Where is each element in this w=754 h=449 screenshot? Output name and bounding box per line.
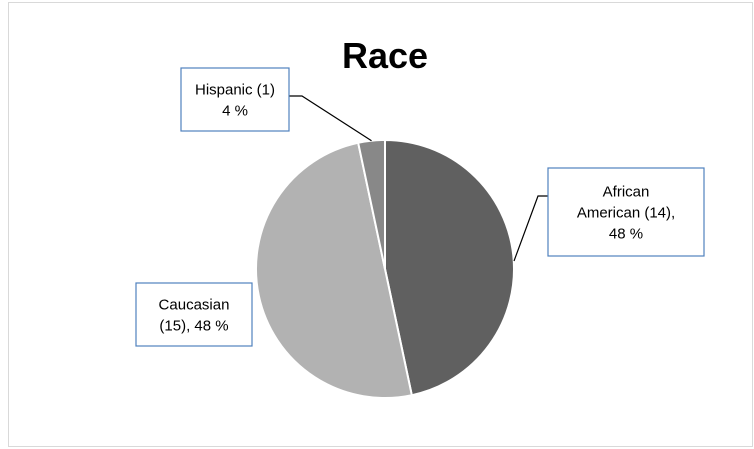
label-box-caucasian (135, 282, 253, 347)
chart-border (8, 2, 753, 447)
leader-lines (289, 95, 548, 262)
label-box-hispanic (180, 67, 290, 132)
pie-slice-african-american (384, 138, 515, 397)
pie-slices (255, 138, 515, 399)
pie-slice-caucasian (255, 141, 414, 399)
data-labels: African American (14), 48 % Caucasian (15), … (135, 67, 705, 347)
data-label-african-american-line-2: American (14), (577, 205, 675, 222)
chart-title: Race (342, 35, 428, 76)
data-label-caucasian-line-2: (15), 48 % (159, 318, 228, 335)
leader-line-african-american (513, 195, 548, 262)
data-label-caucasian-line-1: Caucasian (159, 297, 230, 314)
label-box-african-american (547, 167, 705, 257)
data-label-hispanic-line-2: 4 % (222, 103, 248, 120)
data-label-african-american-line-1: African (603, 184, 650, 201)
data-label-african-american-line-3: 48 % (609, 226, 643, 243)
data-label-hispanic-line-1: Hispanic (1) (195, 82, 275, 99)
leader-line-hispanic (289, 95, 372, 142)
